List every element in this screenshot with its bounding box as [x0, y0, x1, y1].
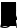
Bar	[13, 7, 14, 10]
Bar	[9, 7, 11, 10]
Bar	[13, 15, 14, 18]
Bar	[6, 14, 8, 18]
Text: B: B	[14, 11, 17, 28]
Bar	[6, 6, 8, 10]
Bar	[3, 19, 4, 25]
Bar	[9, 23, 11, 25]
Bar	[3, 12, 4, 18]
Text: A: A	[14, 4, 17, 23]
Bar	[9, 15, 11, 18]
Bar	[6, 21, 8, 25]
Text: Fig. 3: Fig. 3	[0, 5, 17, 28]
Bar	[13, 22, 14, 25]
Bar	[3, 5, 4, 10]
Text: C: C	[14, 18, 17, 28]
